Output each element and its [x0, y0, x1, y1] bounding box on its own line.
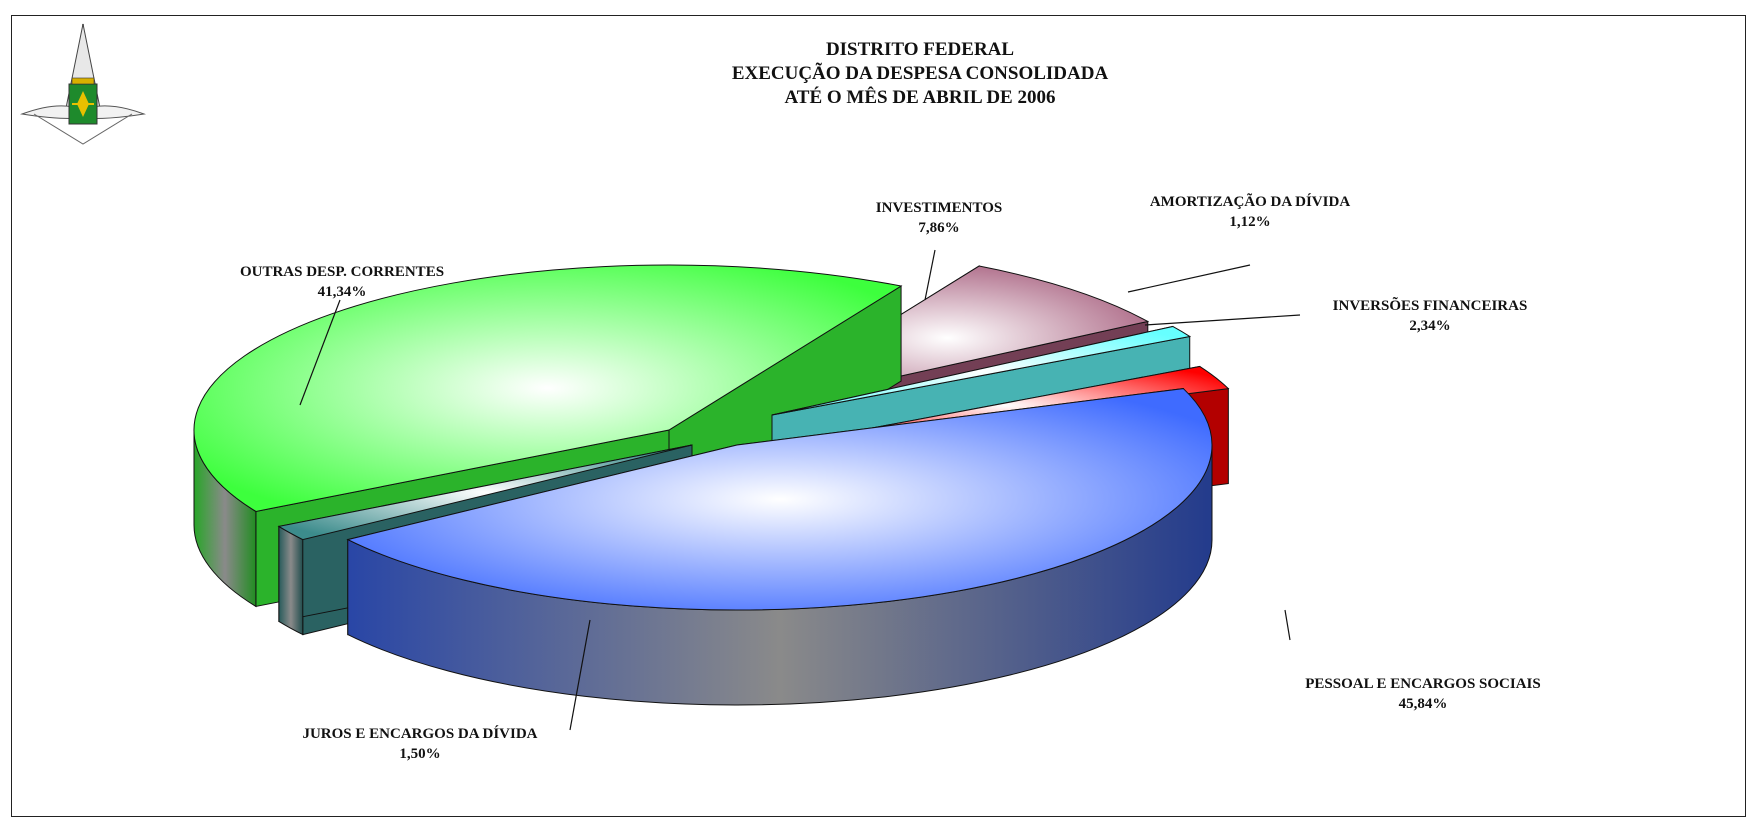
distrito-federal-emblem-icon [20, 23, 146, 145]
leader-line-2 [299, 299, 341, 406]
slice-label-value-3: 7,86% [918, 220, 959, 236]
slice-label-name-5: INVERSÕES FINANCEIRAS [1333, 296, 1528, 314]
slice-label-name-3: INVESTIMENTOS [876, 200, 1002, 216]
slice-label-value-0: 45,84% [1399, 696, 1448, 712]
slice-label-value-4: 1,12% [1229, 214, 1270, 230]
leader-line-4 [1127, 264, 1251, 293]
leader-line-1 [569, 619, 591, 731]
slice-label-value-2: 41,34% [318, 284, 367, 300]
slice-label-name-0: PESSOAL E ENCARGOS SOCIAIS [1305, 676, 1541, 692]
slice-label-name-2: OUTRAS DESP. CORRENTES [240, 264, 444, 280]
slice-label-value-5: 2,34% [1409, 318, 1450, 334]
pie-slice-0 [346, 387, 1213, 706]
leader-line-3 [924, 249, 936, 301]
slice-label-name-4: AMORTIZAÇÃO DA DÍVIDA [1150, 192, 1350, 210]
chart-title-block: DISTRITO FEDERAL EXECUÇÃO DA DESPESA CON… [600, 38, 1240, 110]
slice-label-value-1: 1,50% [399, 746, 440, 762]
slice-label-name-1: JUROS E ENCARGOS DA DÍVIDA [302, 725, 537, 742]
chart-title-line-2: EXECUÇÃO DA DESPESA CONSOLIDADA [731, 63, 1109, 84]
chart-title-line-1: DISTRITO FEDERAL [825, 39, 1015, 60]
leader-line-5 [1144, 314, 1301, 326]
chart-title-line-3: ATÉ O MÊS DE ABRIL DE 2006 [784, 87, 1056, 108]
leader-line-0 [1284, 609, 1291, 641]
